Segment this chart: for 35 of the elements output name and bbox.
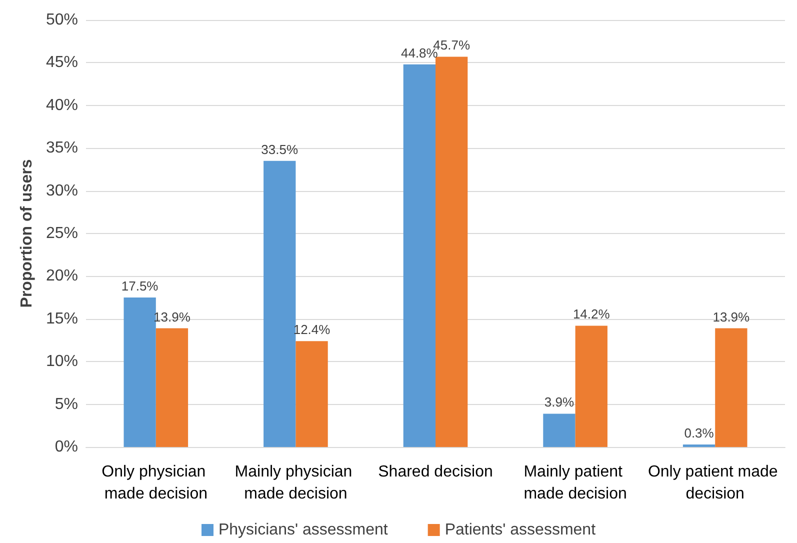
y-tick-label: 45% <box>46 54 78 72</box>
y-tick-label: 10% <box>46 353 78 370</box>
bar <box>682 444 716 447</box>
data-label: 33.5% <box>261 142 298 157</box>
bar <box>124 298 156 447</box>
data-label: 3.9% <box>544 394 574 410</box>
x-tick-label: Shared decision <box>378 464 493 480</box>
data-label: 13.9% <box>712 309 750 324</box>
bar <box>543 414 576 447</box>
data-label: 0.3% <box>684 425 714 440</box>
bar <box>436 56 468 447</box>
data-label: 17.5% <box>121 278 159 294</box>
bar <box>264 160 296 447</box>
y-tick-label: 15% <box>46 310 78 328</box>
legend-label: Patients' assessment <box>444 522 596 538</box>
y-tick-label: 20% <box>46 268 78 285</box>
y-tick-label: 40% <box>46 96 78 114</box>
bar <box>715 328 748 447</box>
bar <box>156 328 188 447</box>
x-tick-label: Only physician made decision <box>102 464 210 502</box>
x-tick-label: Only patient made decision <box>648 464 782 502</box>
y-axis-title: Proportion of users <box>18 159 36 308</box>
y-tick-label: 35% <box>46 140 78 157</box>
legend-label: Physicians' assessment <box>218 522 388 538</box>
y-tick-label: 25% <box>46 225 78 242</box>
x-tick-label: Mainly patient made decision <box>524 464 627 502</box>
y-tick-label: 5% <box>54 396 78 413</box>
y-tick-label: 50% <box>46 12 78 28</box>
bar <box>296 341 328 447</box>
x-tick-label: Mainly physician made decision <box>234 464 357 502</box>
bar <box>575 326 608 447</box>
y-tick-label: 0% <box>54 438 78 456</box>
data-label: 14.2% <box>572 306 610 322</box>
bar <box>403 64 436 447</box>
y-tick-label: 30% <box>46 182 78 200</box>
